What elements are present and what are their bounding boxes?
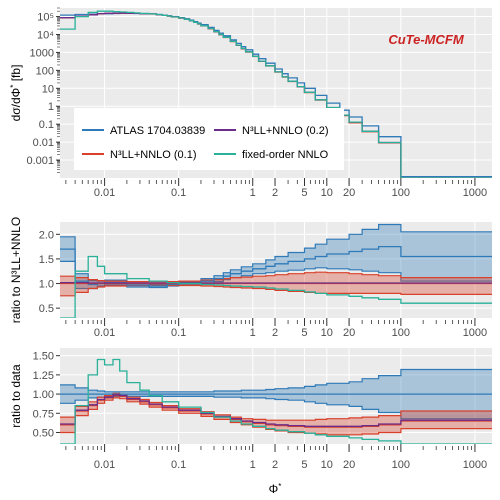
legend-box	[74, 108, 344, 170]
top-x-tick-label: 2	[272, 187, 278, 199]
middle-panel-background	[60, 222, 492, 318]
bottom-x-tick-label: 2	[272, 459, 278, 471]
middle-y-tick-label: 0.5	[39, 303, 54, 315]
middle-y-axis-title: ratio to N³LL+NNLO	[9, 217, 23, 323]
bottom-y-tick-label: 1.25	[33, 370, 54, 382]
x-axis-title-main: Φ	[269, 482, 279, 496]
x-axis-title-sup: *	[278, 482, 281, 491]
top-y-tick-label: 0.1	[39, 119, 54, 131]
top-x-tick-label: 1	[250, 187, 256, 199]
bottom-y-tick-label: 1.00	[33, 389, 54, 401]
bottom-panel: 0.01 0.1 1 2 5 10 20 100 1000 0.50 0.75 1.00 1.25 1.5…	[33, 348, 492, 471]
top-y-tick-label: 10⁴	[37, 29, 54, 41]
bottom-x-tick-label: 0.1	[171, 459, 186, 471]
bottom-atlas-1704-03839-band-high	[60, 368, 492, 393]
top-y-axis-title-main: dσ/dΦ	[9, 88, 23, 122]
bottom-x-tick-label: 1	[250, 459, 256, 471]
top-x-tick-label: 0.1	[171, 187, 186, 199]
bottom-x-tick-label: 0.01	[94, 459, 115, 471]
brand-label: CuTe-MCFM	[388, 32, 465, 47]
bottom-n-ll-nnlo-0-1-band-high	[60, 392, 492, 421]
middle-x-tick-label: 0.1	[171, 327, 186, 339]
x-axis-title: Φ*	[269, 482, 282, 497]
bottom-x-tick-label: 20	[343, 459, 355, 471]
middle-y-tick-label: 2.0	[39, 229, 54, 241]
bottom-x-tick-label: 5	[301, 459, 307, 471]
top-y-axis-title: dσ/dΦ* [fb]	[9, 65, 24, 122]
bottom-x-tick-label: 100	[392, 459, 410, 471]
top-y-tick-label: 1	[48, 101, 54, 113]
middle-fixed-order-nnlo-line	[60, 255, 492, 318]
legend-label-n-ll-nnlo-0-2: N³LL+NNLO (0.2)	[242, 125, 329, 137]
middle-x-tick-label: 5	[301, 327, 307, 339]
top-y-tick-label: 100	[36, 65, 54, 77]
middle-x-tick-label: 2	[272, 327, 278, 339]
top-x-tick-label: 100	[392, 187, 410, 199]
bottom-y-tick-label: 1.50	[33, 351, 54, 363]
top-x-tick-label: 5	[301, 187, 307, 199]
legend-label-n-ll-nnlo-0-1: N³LL+NNLO (0.1)	[110, 149, 197, 161]
middle-n-ll-nnlo-0-1-band-high	[60, 271, 492, 283]
middle-atlas-1704-03839-band-high	[60, 223, 492, 286]
top-x-tick-label: 0.01	[94, 187, 115, 199]
middle-y-tick-label: 1.5	[39, 254, 54, 266]
middle-x-tick-label: 10	[321, 327, 333, 339]
top-y-tick-label: 0.01	[33, 137, 54, 149]
middle-y-tick-label: 1.0	[39, 279, 54, 291]
middle-panel: 0.01 0.1 1 2 5 10 20 100 1000 0.5 1.0 1.5 2.0	[39, 222, 492, 339]
legend: ATLAS 1704.03839 N³LL+NNLO (0.2) N³LL+NNLO…	[74, 108, 344, 170]
legend-label-fixed-order-nnlo: fixed-order NNLO	[242, 149, 329, 161]
middle-x-tick-label: 20	[343, 327, 355, 339]
bottom-x-tick-label: 1000	[463, 459, 487, 471]
top-y-tick-label: 10⁵	[37, 12, 54, 24]
top-x-tick-label: 10	[321, 187, 333, 199]
top-fixed-order-nnlo-line	[60, 10, 492, 178]
top-y-tick-label: 10	[42, 83, 54, 95]
middle-x-tick-label: 0.01	[94, 327, 115, 339]
middle-x-tick-label: 100	[392, 327, 410, 339]
top-x-tick-label: 1000	[463, 187, 487, 199]
bottom-y-tick-label: 0.75	[33, 408, 54, 420]
top-y-axis-title-unit: [fb]	[9, 65, 23, 85]
top-x-tick-label: 20	[343, 187, 355, 199]
top-y-axis-title-sup: *	[9, 85, 18, 88]
bottom-x-tick-label: 10	[321, 459, 333, 471]
legend-label-atlas-1704-03839: ATLAS 1704.03839	[110, 125, 205, 137]
middle-x-tick-label: 1000	[463, 327, 487, 339]
top-y-tick-label: 1000	[30, 47, 54, 59]
middle-x-tick-label: 1	[250, 327, 256, 339]
bottom-y-tick-label: 0.50	[33, 427, 54, 439]
bottom-y-axis-title: ratio to data	[9, 364, 23, 428]
top-y-tick-label: 0.001	[26, 155, 54, 167]
bottom-fixed-order-nnlo-line	[60, 358, 492, 444]
